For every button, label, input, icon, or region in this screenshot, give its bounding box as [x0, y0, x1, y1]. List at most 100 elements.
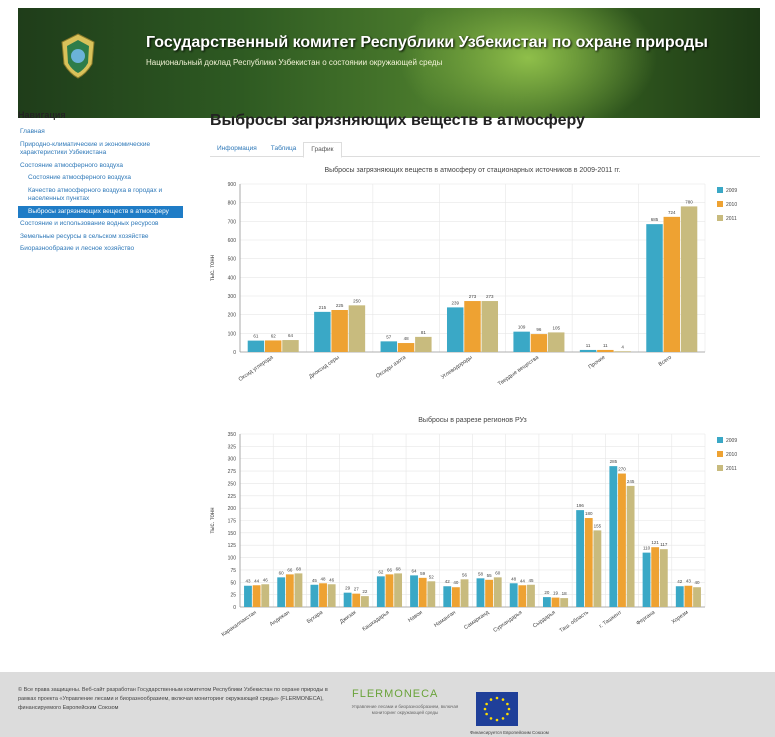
bar [618, 474, 626, 607]
value-label: 20 [544, 590, 550, 595]
nav-heading: Навигация [18, 110, 183, 120]
value-label: 43 [686, 579, 692, 584]
y-axis-label: тыс. тонн [210, 507, 216, 533]
bar [543, 597, 551, 607]
x-tick-label: Всего [658, 355, 673, 368]
value-label: 68 [296, 566, 302, 571]
x-tick-label: Андижан [269, 610, 291, 628]
legend-label: 2009 [726, 188, 737, 194]
nav-link[interactable]: Состояние атмосферного воздуха [18, 160, 183, 173]
value-label: 22 [362, 589, 368, 594]
value-label: 40 [695, 580, 701, 585]
value-label: 46 [263, 577, 269, 582]
bar [328, 584, 336, 607]
y-tick-label: 800 [228, 201, 237, 207]
value-label: 44 [520, 578, 526, 583]
bar [651, 547, 659, 607]
bar [314, 312, 330, 352]
value-label: 43 [245, 579, 251, 584]
legend-label: 2011 [726, 216, 737, 222]
tab[interactable]: Информация [210, 142, 264, 156]
bar [676, 586, 684, 607]
nav-link[interactable]: Состояние и использование водных ресурсо… [18, 218, 183, 231]
bar [244, 586, 252, 607]
value-label: 61 [253, 334, 259, 339]
x-tick-label: Каракалпакстан [221, 610, 258, 638]
y-tick-label: 500 [228, 257, 237, 263]
value-label: 196 [576, 503, 584, 508]
value-label: 155 [594, 523, 602, 528]
x-tick-label: Джизак [339, 609, 358, 625]
bar [447, 307, 463, 352]
value-label: 18 [562, 591, 568, 596]
value-label: 685 [651, 217, 659, 222]
bar [513, 332, 529, 352]
x-tick-label: Таш. область [559, 610, 590, 634]
bar [248, 341, 264, 352]
y-tick-label: 300 [228, 294, 237, 300]
bar [381, 341, 397, 352]
page: Государственный комитет Республики Узбек… [0, 0, 775, 737]
bar [295, 573, 303, 607]
y-tick-label: 25 [230, 593, 236, 599]
bar [494, 577, 502, 607]
y-tick-label: 400 [228, 275, 237, 281]
bar [344, 593, 352, 607]
nav-link[interactable]: Главная [18, 126, 183, 139]
value-label: 40 [453, 580, 459, 585]
bar [643, 553, 651, 607]
legend-label: 2009 [726, 438, 737, 444]
value-label: 48 [511, 576, 517, 581]
value-label: 105 [552, 325, 560, 330]
y-tick-label: 350 [228, 432, 237, 438]
value-label: 81 [421, 330, 427, 335]
tab[interactable]: График [303, 142, 341, 158]
page-title: Выбросы загрязняющих веществ в атмосферу [210, 112, 585, 130]
nav-link[interactable]: Земельные ресурсы в сельском хозяйстве [18, 231, 183, 244]
value-label: 19 [553, 591, 559, 596]
y-tick-label: 75 [230, 568, 236, 574]
bar [614, 351, 630, 352]
bar [261, 584, 269, 607]
value-label: 55 [487, 573, 493, 578]
bar [531, 334, 547, 352]
value-label: 58 [478, 571, 484, 576]
legend-label: 2011 [726, 466, 737, 472]
value-label: 45 [312, 578, 318, 583]
partner-caption: Управление лесами и биоразнообразием, вк… [350, 704, 460, 716]
bar [560, 598, 568, 607]
value-label: 273 [469, 294, 477, 299]
legend-swatch [717, 437, 723, 443]
nav-link[interactable]: Состояние атмосферного воздуха [18, 172, 183, 185]
site-title: Государственный комитет Республики Узбек… [146, 34, 708, 52]
nav-link[interactable]: Выбросы загрязняющих веществ в атмосферу [18, 206, 183, 219]
y-tick-label: 300 [228, 457, 237, 463]
value-label: 52 [429, 574, 435, 579]
nav-link[interactable]: Биоразнообразие и лесное хозяйство [18, 243, 183, 256]
bar [576, 510, 584, 607]
nav-link[interactable]: Природно-климатические и экономические х… [18, 139, 183, 160]
bar [452, 587, 460, 607]
bar [352, 594, 360, 607]
bar [684, 586, 692, 607]
value-label: 42 [677, 579, 683, 584]
tab[interactable]: Таблица [264, 142, 304, 156]
bar [609, 466, 617, 607]
eu-caption: Финансируется Европейским Союзом [470, 730, 549, 735]
x-tick-label: Хорезм [671, 610, 690, 626]
value-label: 64 [288, 333, 294, 338]
bar [510, 583, 518, 607]
nav-link[interactable]: Качество атмосферного воздуха в городах … [18, 185, 183, 206]
value-label: 250 [353, 298, 361, 303]
bar [419, 578, 427, 607]
bar [277, 577, 285, 607]
y-tick-label: 200 [228, 506, 237, 512]
legend-label: 2010 [726, 452, 737, 458]
bar [580, 350, 596, 352]
bar [660, 549, 668, 607]
y-tick-label: 200 [228, 313, 237, 319]
y-tick-label: 700 [228, 219, 237, 225]
bar [693, 587, 701, 607]
